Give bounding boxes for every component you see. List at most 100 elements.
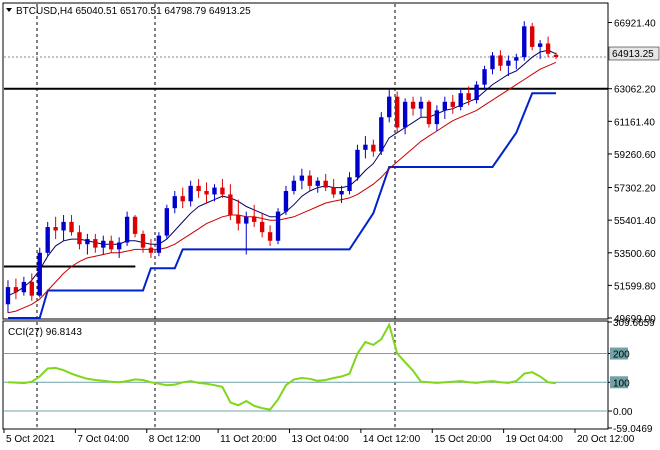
candle-body <box>5 287 11 305</box>
candle[interactable] <box>498 50 503 71</box>
candle[interactable] <box>196 179 201 198</box>
time-tick-label: 20 Oct 12:00 <box>577 434 635 445</box>
candle-body <box>69 221 74 233</box>
candle[interactable] <box>244 211 249 255</box>
candle[interactable] <box>418 96 424 118</box>
candle-body <box>482 69 487 85</box>
candle[interactable] <box>299 168 305 190</box>
candle[interactable] <box>124 211 130 246</box>
candle[interactable] <box>275 208 281 245</box>
cci-line <box>7 322 557 411</box>
candle[interactable] <box>307 170 312 192</box>
candle[interactable] <box>283 185 289 216</box>
candle[interactable] <box>410 96 416 116</box>
candle[interactable] <box>77 225 82 250</box>
candle[interactable] <box>434 105 440 131</box>
candle[interactable] <box>180 187 185 209</box>
candle[interactable] <box>371 139 376 157</box>
candle[interactable] <box>228 184 233 221</box>
candle[interactable] <box>514 53 519 70</box>
candle[interactable] <box>85 233 90 255</box>
candle-body <box>212 187 217 195</box>
candle[interactable] <box>37 247 42 298</box>
candle[interactable] <box>323 173 328 192</box>
candle[interactable] <box>220 179 225 198</box>
candle[interactable] <box>387 89 392 123</box>
candle[interactable] <box>426 100 432 128</box>
candle-body <box>363 144 368 150</box>
candle[interactable] <box>156 232 162 257</box>
candle[interactable] <box>291 175 297 195</box>
candle-body <box>228 194 233 216</box>
candle[interactable] <box>252 204 257 228</box>
main-price-pane[interactable] <box>2 2 609 320</box>
candle[interactable] <box>355 144 360 181</box>
candle-body <box>545 43 551 54</box>
time-tick-label: 15 Oct 20:00 <box>434 434 492 445</box>
price-axis[interactable]: 66921.40 63062.20 61161.40 59260.60 57302.20… <box>608 19 656 325</box>
candle[interactable] <box>506 55 511 77</box>
ma-fast-line <box>7 49 557 297</box>
candle[interactable] <box>13 278 19 300</box>
candle[interactable] <box>53 216 58 240</box>
candle[interactable] <box>474 81 479 104</box>
candle-body <box>21 281 27 293</box>
candle[interactable] <box>522 21 527 61</box>
candle[interactable] <box>45 221 50 257</box>
candle[interactable] <box>61 215 66 241</box>
cci-axis[interactable]: 309.6659 200 100 0.00 -59.0469 <box>608 318 655 435</box>
candle[interactable] <box>402 98 408 135</box>
candle-body <box>331 187 336 195</box>
price-tick-label: 49699.00 <box>614 314 656 325</box>
candle[interactable] <box>331 179 336 198</box>
candle[interactable] <box>339 185 344 204</box>
candle[interactable] <box>545 36 551 58</box>
candle[interactable] <box>490 52 495 75</box>
candle-body <box>236 215 241 224</box>
candle-body <box>426 101 432 125</box>
candle[interactable] <box>140 230 146 253</box>
candle[interactable] <box>363 136 368 159</box>
price-tick-label: 57302.20 <box>614 184 656 195</box>
candle[interactable] <box>212 184 217 202</box>
candle[interactable] <box>93 233 98 253</box>
candle[interactable] <box>29 273 34 301</box>
candle-body <box>339 191 344 195</box>
candle[interactable] <box>530 22 535 51</box>
candle[interactable] <box>442 96 448 119</box>
candle[interactable] <box>109 235 114 253</box>
dropdown-triangle-icon[interactable] <box>6 8 12 12</box>
cci-tick-label: 0.00 <box>613 407 633 418</box>
candle-body <box>410 101 416 109</box>
candle[interactable] <box>267 225 273 246</box>
time-axis[interactable]: 5 Oct 2021 7 Oct 04:00 8 Oct 12:00 11 Oct 2… <box>3 429 635 445</box>
candle[interactable] <box>5 280 11 313</box>
candle[interactable] <box>204 182 209 204</box>
candle[interactable] <box>236 199 241 231</box>
candle[interactable] <box>259 213 265 238</box>
candle[interactable] <box>315 177 320 193</box>
indicator-pane[interactable] <box>2 320 609 430</box>
candle[interactable] <box>482 65 487 90</box>
time-tick-label: 13 Oct 04:00 <box>292 434 350 445</box>
candle[interactable] <box>21 276 27 296</box>
candle[interactable] <box>101 235 106 255</box>
candle[interactable] <box>466 86 471 106</box>
candle-body <box>267 232 273 241</box>
candle[interactable] <box>164 204 170 240</box>
candle[interactable] <box>553 52 559 59</box>
candle[interactable] <box>172 191 177 214</box>
candle[interactable] <box>69 215 74 236</box>
candle[interactable] <box>537 40 543 59</box>
candle[interactable] <box>458 88 463 111</box>
candle[interactable] <box>188 180 193 207</box>
candle[interactable] <box>148 239 154 258</box>
price-tick-label: 63062.20 <box>614 85 656 96</box>
candle[interactable] <box>347 172 352 195</box>
candle[interactable] <box>132 215 138 238</box>
candle[interactable] <box>394 91 400 133</box>
candle[interactable] <box>116 237 122 258</box>
candle[interactable] <box>450 94 455 114</box>
candle[interactable] <box>379 112 384 155</box>
